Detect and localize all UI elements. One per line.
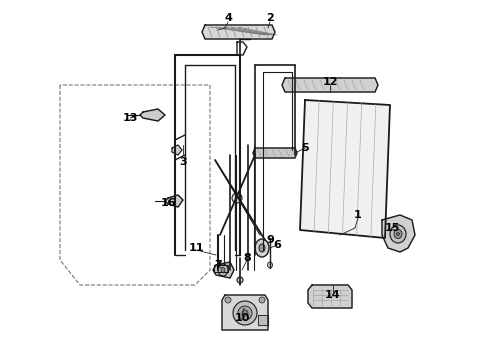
Text: 13: 13 (122, 113, 138, 123)
Ellipse shape (396, 233, 399, 235)
Polygon shape (258, 315, 268, 325)
Ellipse shape (255, 239, 269, 257)
Text: 7: 7 (214, 260, 222, 270)
Polygon shape (282, 78, 378, 92)
Text: 3: 3 (179, 157, 187, 167)
Polygon shape (140, 109, 165, 121)
Polygon shape (382, 215, 415, 252)
Ellipse shape (218, 264, 228, 276)
Ellipse shape (259, 244, 265, 252)
Text: 16: 16 (160, 198, 176, 208)
Ellipse shape (233, 301, 257, 325)
Ellipse shape (390, 225, 406, 243)
Text: 9: 9 (266, 235, 274, 245)
Ellipse shape (232, 193, 242, 203)
Text: 15: 15 (384, 223, 400, 233)
Polygon shape (214, 265, 228, 272)
Ellipse shape (221, 267, 225, 273)
Polygon shape (222, 295, 268, 330)
Ellipse shape (259, 297, 265, 303)
Text: 12: 12 (322, 77, 338, 87)
Text: 6: 6 (273, 240, 281, 250)
Ellipse shape (225, 297, 231, 303)
Ellipse shape (238, 306, 252, 320)
Text: 10: 10 (234, 313, 250, 323)
Text: 1: 1 (354, 210, 362, 220)
Text: 4: 4 (224, 13, 232, 23)
Text: 2: 2 (266, 13, 274, 23)
Text: 5: 5 (301, 143, 309, 153)
Text: 11: 11 (188, 243, 204, 253)
Ellipse shape (268, 262, 272, 268)
Ellipse shape (394, 230, 402, 239)
Ellipse shape (237, 277, 243, 283)
Text: 14: 14 (325, 290, 341, 300)
Polygon shape (202, 25, 275, 39)
Polygon shape (300, 100, 390, 238)
Text: 8: 8 (243, 253, 251, 263)
Polygon shape (213, 262, 234, 278)
Ellipse shape (242, 310, 248, 316)
Polygon shape (172, 145, 182, 155)
Polygon shape (308, 285, 352, 308)
Polygon shape (165, 195, 183, 207)
Polygon shape (253, 148, 297, 158)
